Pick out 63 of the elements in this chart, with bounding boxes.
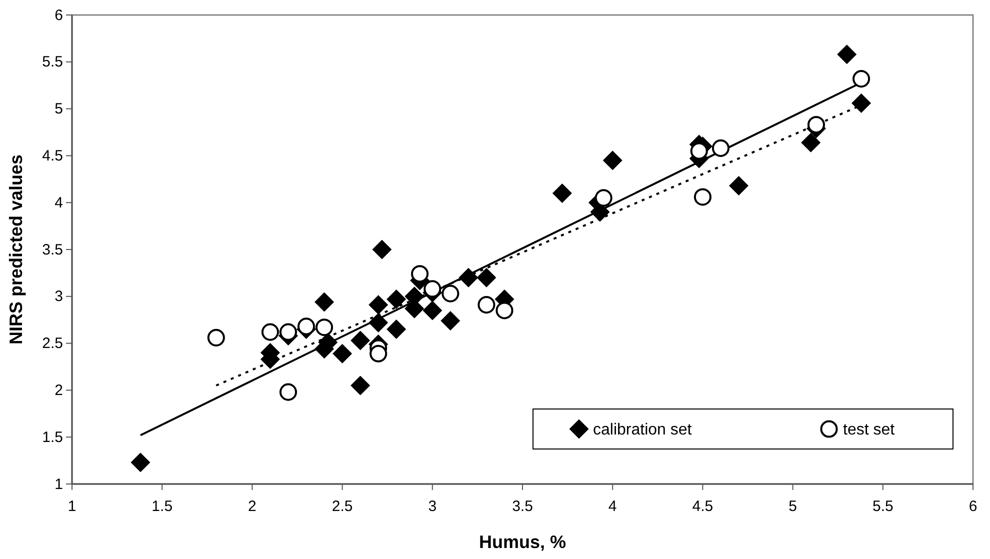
x-tick-label: 5 [788,498,797,515]
y-axis-title: NIRS predicted values [6,154,26,345]
y-tick-label: 5 [54,100,63,118]
point [496,302,514,320]
x-tick-label: 5.5 [872,498,894,515]
point [386,289,406,309]
point [370,344,388,362]
point [602,150,622,170]
point [476,268,496,288]
y-tick-label: 3.5 [42,241,63,258]
x-tick-label: 1.5 [152,498,173,515]
point [386,319,406,339]
x-tick-label: 4 [608,498,617,515]
y-tick-label: 1.5 [42,428,63,446]
point [350,376,370,396]
x-tick-label: 6 [968,498,978,515]
x-tick-label: 3 [428,498,437,515]
y-tick-label: 5.5 [42,54,63,71]
x-tick-label: 3.5 [512,498,533,515]
x-tick-label: 1 [68,498,76,515]
y-tick-label: 4 [54,194,63,212]
point [350,330,370,350]
x-tick-label: 2 [248,498,256,515]
x-tick-label: 2.5 [332,498,353,515]
point [368,295,388,315]
point [801,132,821,152]
point [442,284,460,302]
x-axis-title: Humus, % [478,532,566,552]
y-tick-label: 2 [54,382,63,399]
point [316,318,334,336]
point [594,189,612,207]
point [261,323,279,341]
y-tick-label: 3 [54,288,63,306]
point [837,44,857,64]
point [694,188,712,206]
point [207,328,225,346]
point [332,344,352,364]
point [712,139,730,157]
point [478,296,496,314]
x-tick-label: 4.5 [692,498,714,515]
y-tick-label: 6 [54,6,63,24]
point [852,70,870,88]
point [130,452,150,472]
point [552,183,572,203]
y-tick-label: 1 [54,476,63,493]
y-tick-label: 4.5 [42,148,63,164]
point [411,265,429,283]
point [458,268,478,288]
point [690,142,708,160]
y-tick-label: 2.5 [42,335,63,352]
point [422,300,442,320]
point [297,318,316,336]
point [279,323,298,341]
point [314,292,334,312]
point [728,176,748,196]
legend-label: test set [843,422,896,439]
legend-label: calibration set [593,422,692,439]
point [279,383,298,401]
point [424,280,442,298]
point [368,312,388,332]
point [372,240,392,260]
point [440,311,460,331]
point [852,93,872,113]
